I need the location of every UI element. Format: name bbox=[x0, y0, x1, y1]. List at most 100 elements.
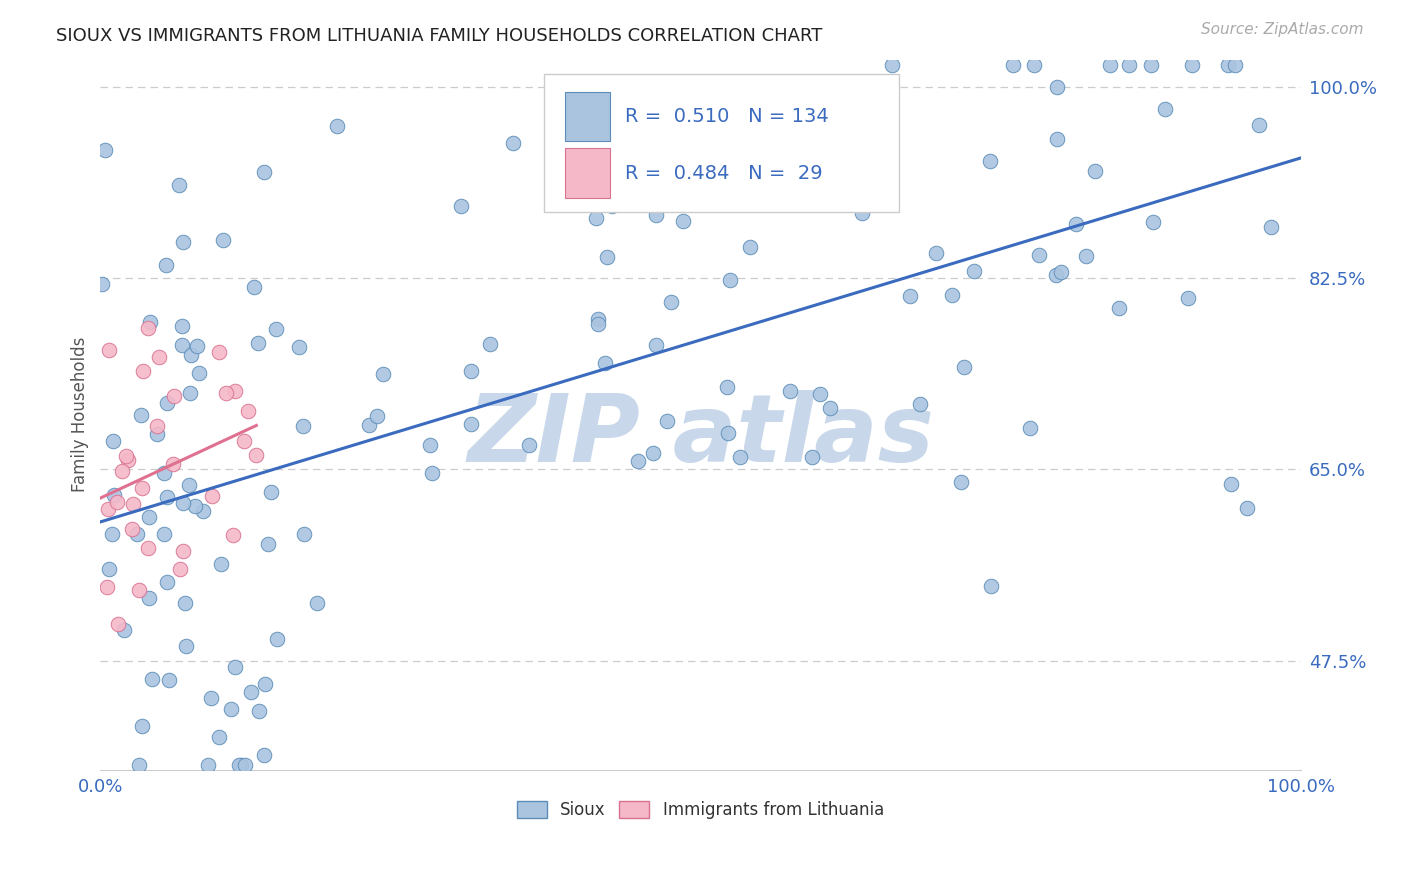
Point bbox=[131, 719, 153, 733]
Point bbox=[1177, 291, 1199, 305]
Point bbox=[94, 143, 117, 157]
Point bbox=[97, 562, 120, 576]
Point bbox=[880, 90, 903, 104]
Point bbox=[172, 235, 194, 250]
Point bbox=[779, 384, 801, 399]
Point bbox=[233, 757, 256, 772]
Point bbox=[1024, 58, 1046, 72]
Point bbox=[236, 403, 259, 417]
Text: R =  0.484   N =  29: R = 0.484 N = 29 bbox=[624, 164, 823, 183]
Point bbox=[645, 338, 668, 352]
Point bbox=[96, 580, 118, 594]
Point bbox=[672, 214, 695, 228]
Point bbox=[1118, 58, 1140, 72]
Point bbox=[1050, 265, 1073, 279]
Point bbox=[243, 280, 266, 294]
Point bbox=[266, 321, 288, 335]
Point bbox=[224, 384, 246, 398]
Point bbox=[643, 446, 665, 460]
Point bbox=[138, 591, 160, 605]
Point bbox=[215, 385, 238, 400]
Text: Source: ZipAtlas.com: Source: ZipAtlas.com bbox=[1201, 22, 1364, 37]
Point bbox=[517, 438, 540, 452]
Point bbox=[288, 340, 311, 354]
Point bbox=[808, 386, 831, 401]
Point bbox=[1236, 501, 1258, 516]
Point bbox=[136, 321, 159, 335]
Point bbox=[219, 702, 242, 716]
Point bbox=[197, 757, 219, 772]
Point bbox=[952, 360, 974, 375]
Point bbox=[740, 239, 762, 253]
Point bbox=[718, 273, 741, 287]
Point bbox=[170, 318, 193, 333]
Point bbox=[111, 464, 134, 478]
Point bbox=[371, 367, 394, 381]
Point bbox=[645, 208, 668, 222]
Point bbox=[200, 690, 222, 705]
Point bbox=[247, 704, 270, 718]
Point bbox=[209, 558, 232, 572]
Point bbox=[588, 312, 610, 326]
Point bbox=[138, 509, 160, 524]
Point bbox=[141, 672, 163, 686]
Point bbox=[851, 206, 873, 220]
Point bbox=[366, 409, 388, 424]
Point bbox=[253, 748, 276, 763]
Point bbox=[155, 258, 177, 272]
Point bbox=[136, 541, 159, 556]
Point bbox=[163, 389, 186, 403]
Point bbox=[103, 434, 125, 448]
Point bbox=[128, 757, 150, 772]
Point bbox=[132, 364, 155, 378]
Point bbox=[460, 364, 482, 378]
Point bbox=[1219, 477, 1241, 491]
Point bbox=[117, 453, 139, 467]
Point bbox=[169, 178, 191, 192]
Point bbox=[162, 458, 184, 472]
Point bbox=[240, 685, 263, 699]
Point bbox=[156, 574, 179, 589]
Point bbox=[292, 526, 315, 541]
Point bbox=[600, 199, 623, 213]
Point bbox=[1142, 215, 1164, 229]
Point bbox=[145, 419, 167, 434]
Point bbox=[91, 277, 114, 291]
Point bbox=[292, 419, 315, 434]
FancyBboxPatch shape bbox=[565, 148, 610, 198]
Point bbox=[305, 596, 328, 610]
Point bbox=[172, 544, 194, 558]
Y-axis label: Family Households: Family Households bbox=[72, 337, 89, 492]
Point bbox=[418, 438, 440, 452]
Point bbox=[1084, 164, 1107, 178]
Point bbox=[115, 450, 138, 464]
Point bbox=[359, 417, 381, 432]
Point bbox=[1099, 58, 1122, 72]
Point bbox=[193, 504, 215, 518]
Point bbox=[1216, 58, 1239, 72]
Point bbox=[1140, 58, 1163, 72]
Legend: Sioux, Immigrants from Lithuania: Sioux, Immigrants from Lithuania bbox=[510, 794, 890, 826]
Text: R =  0.510   N = 134: R = 0.510 N = 134 bbox=[624, 107, 828, 126]
Point bbox=[1074, 249, 1097, 263]
Point bbox=[1045, 268, 1067, 282]
Point bbox=[183, 500, 205, 514]
Point bbox=[146, 427, 169, 442]
Point bbox=[593, 355, 616, 369]
Point bbox=[211, 233, 233, 247]
Point bbox=[478, 337, 501, 351]
Point bbox=[131, 481, 153, 495]
Point bbox=[1002, 58, 1025, 72]
Point bbox=[925, 245, 948, 260]
Point bbox=[818, 401, 841, 415]
Point bbox=[172, 496, 194, 510]
Point bbox=[728, 450, 751, 464]
Text: ZIP atlas: ZIP atlas bbox=[467, 390, 934, 482]
Point bbox=[101, 527, 124, 541]
Point bbox=[169, 562, 191, 576]
Point bbox=[1019, 421, 1042, 435]
Point bbox=[1046, 132, 1069, 146]
Point bbox=[201, 490, 224, 504]
Point bbox=[880, 58, 903, 72]
Point bbox=[963, 263, 986, 277]
